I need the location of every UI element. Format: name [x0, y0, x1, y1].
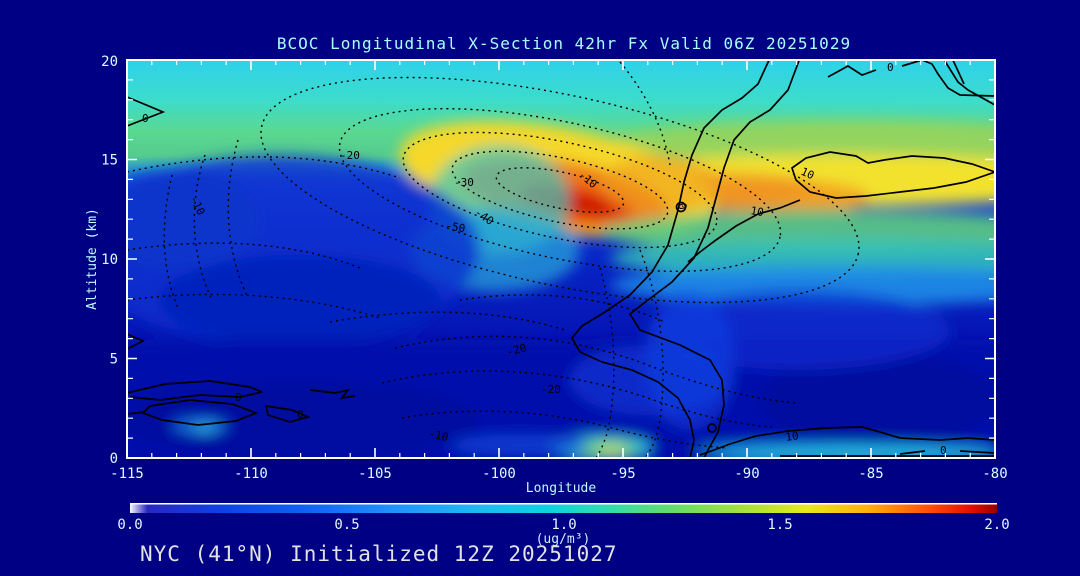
colorbar-gradient [130, 504, 997, 513]
contour-label: 10 [799, 165, 817, 182]
x-axis: -115 -110 -105 -100 -95 -90 -85 -80 Long… [110, 466, 1008, 496]
contour-label: -10 [427, 427, 449, 444]
colorbar-tick-label: 2.0 [984, 517, 1009, 533]
y-tick-label: 15 [101, 153, 118, 169]
x-tick-label: -105 [358, 466, 392, 482]
contour-label: -50 [444, 219, 466, 235]
contour-label: 0 [940, 444, 947, 457]
colorbar-tick-label: 1.0 [551, 517, 576, 533]
contours-solid-positive [127, 60, 995, 458]
contour-label: 0 [297, 408, 304, 421]
x-tick-label: -85 [858, 466, 883, 482]
x-tick-label: -100 [482, 466, 516, 482]
chart-title: BCOC Longitudinal X-Section 42hr Fx Vali… [277, 34, 851, 53]
x-tick-label: -90 [734, 466, 759, 482]
colorbar-tick-label: 1.5 [767, 517, 792, 533]
contour-label: -20 [505, 341, 528, 359]
footer-annotation: NYC (41°N) Initialized 12Z 20251027 [140, 542, 618, 566]
contours-dotted-negative [127, 61, 860, 458]
y-tick-label: 5 [110, 352, 118, 368]
contour-label: -20 [340, 149, 360, 162]
y-tick-label: 0 [110, 451, 118, 467]
colorbar-tick-label: 0.0 [117, 517, 142, 533]
x-axis-title: Longitude [526, 481, 597, 496]
y-axis: 0 5 10 15 20 Altitude (km) [85, 54, 118, 467]
y-tick-label: 10 [101, 252, 118, 268]
contour-label: 10 [749, 204, 764, 219]
plot-area: 0 -20 -30 -40 -50 -10 -10 0 10 10 0 -20 … [127, 60, 995, 458]
contour-label: 0 [142, 112, 149, 125]
contour-label: -20 [541, 383, 561, 396]
y-tick-label: 20 [101, 54, 118, 70]
x-tick-label: -95 [610, 466, 635, 482]
axis-ticks [126, 59, 996, 459]
contour-label: 0 [887, 61, 894, 74]
colorbar-units-label: (ug/m³) [536, 532, 591, 547]
x-tick-label: -80 [982, 466, 1007, 482]
field-blobs [127, 120, 995, 458]
x-tick-label: -115 [110, 466, 144, 482]
colorbar-top-edge [130, 503, 997, 505]
colorbar-tick-label: 0.5 [334, 517, 359, 533]
contour-label: 10 [785, 429, 800, 444]
y-axis-title: Altitude (km) [85, 208, 100, 310]
contour-label: 0 [675, 201, 689, 211]
colorbar: 0.0 0.5 1.0 1.5 2.0 (ug/m³) [117, 503, 1010, 547]
x-tick-label: -110 [234, 466, 268, 482]
contour-label: -30 [454, 176, 474, 189]
contour-label: 0 [235, 391, 242, 404]
